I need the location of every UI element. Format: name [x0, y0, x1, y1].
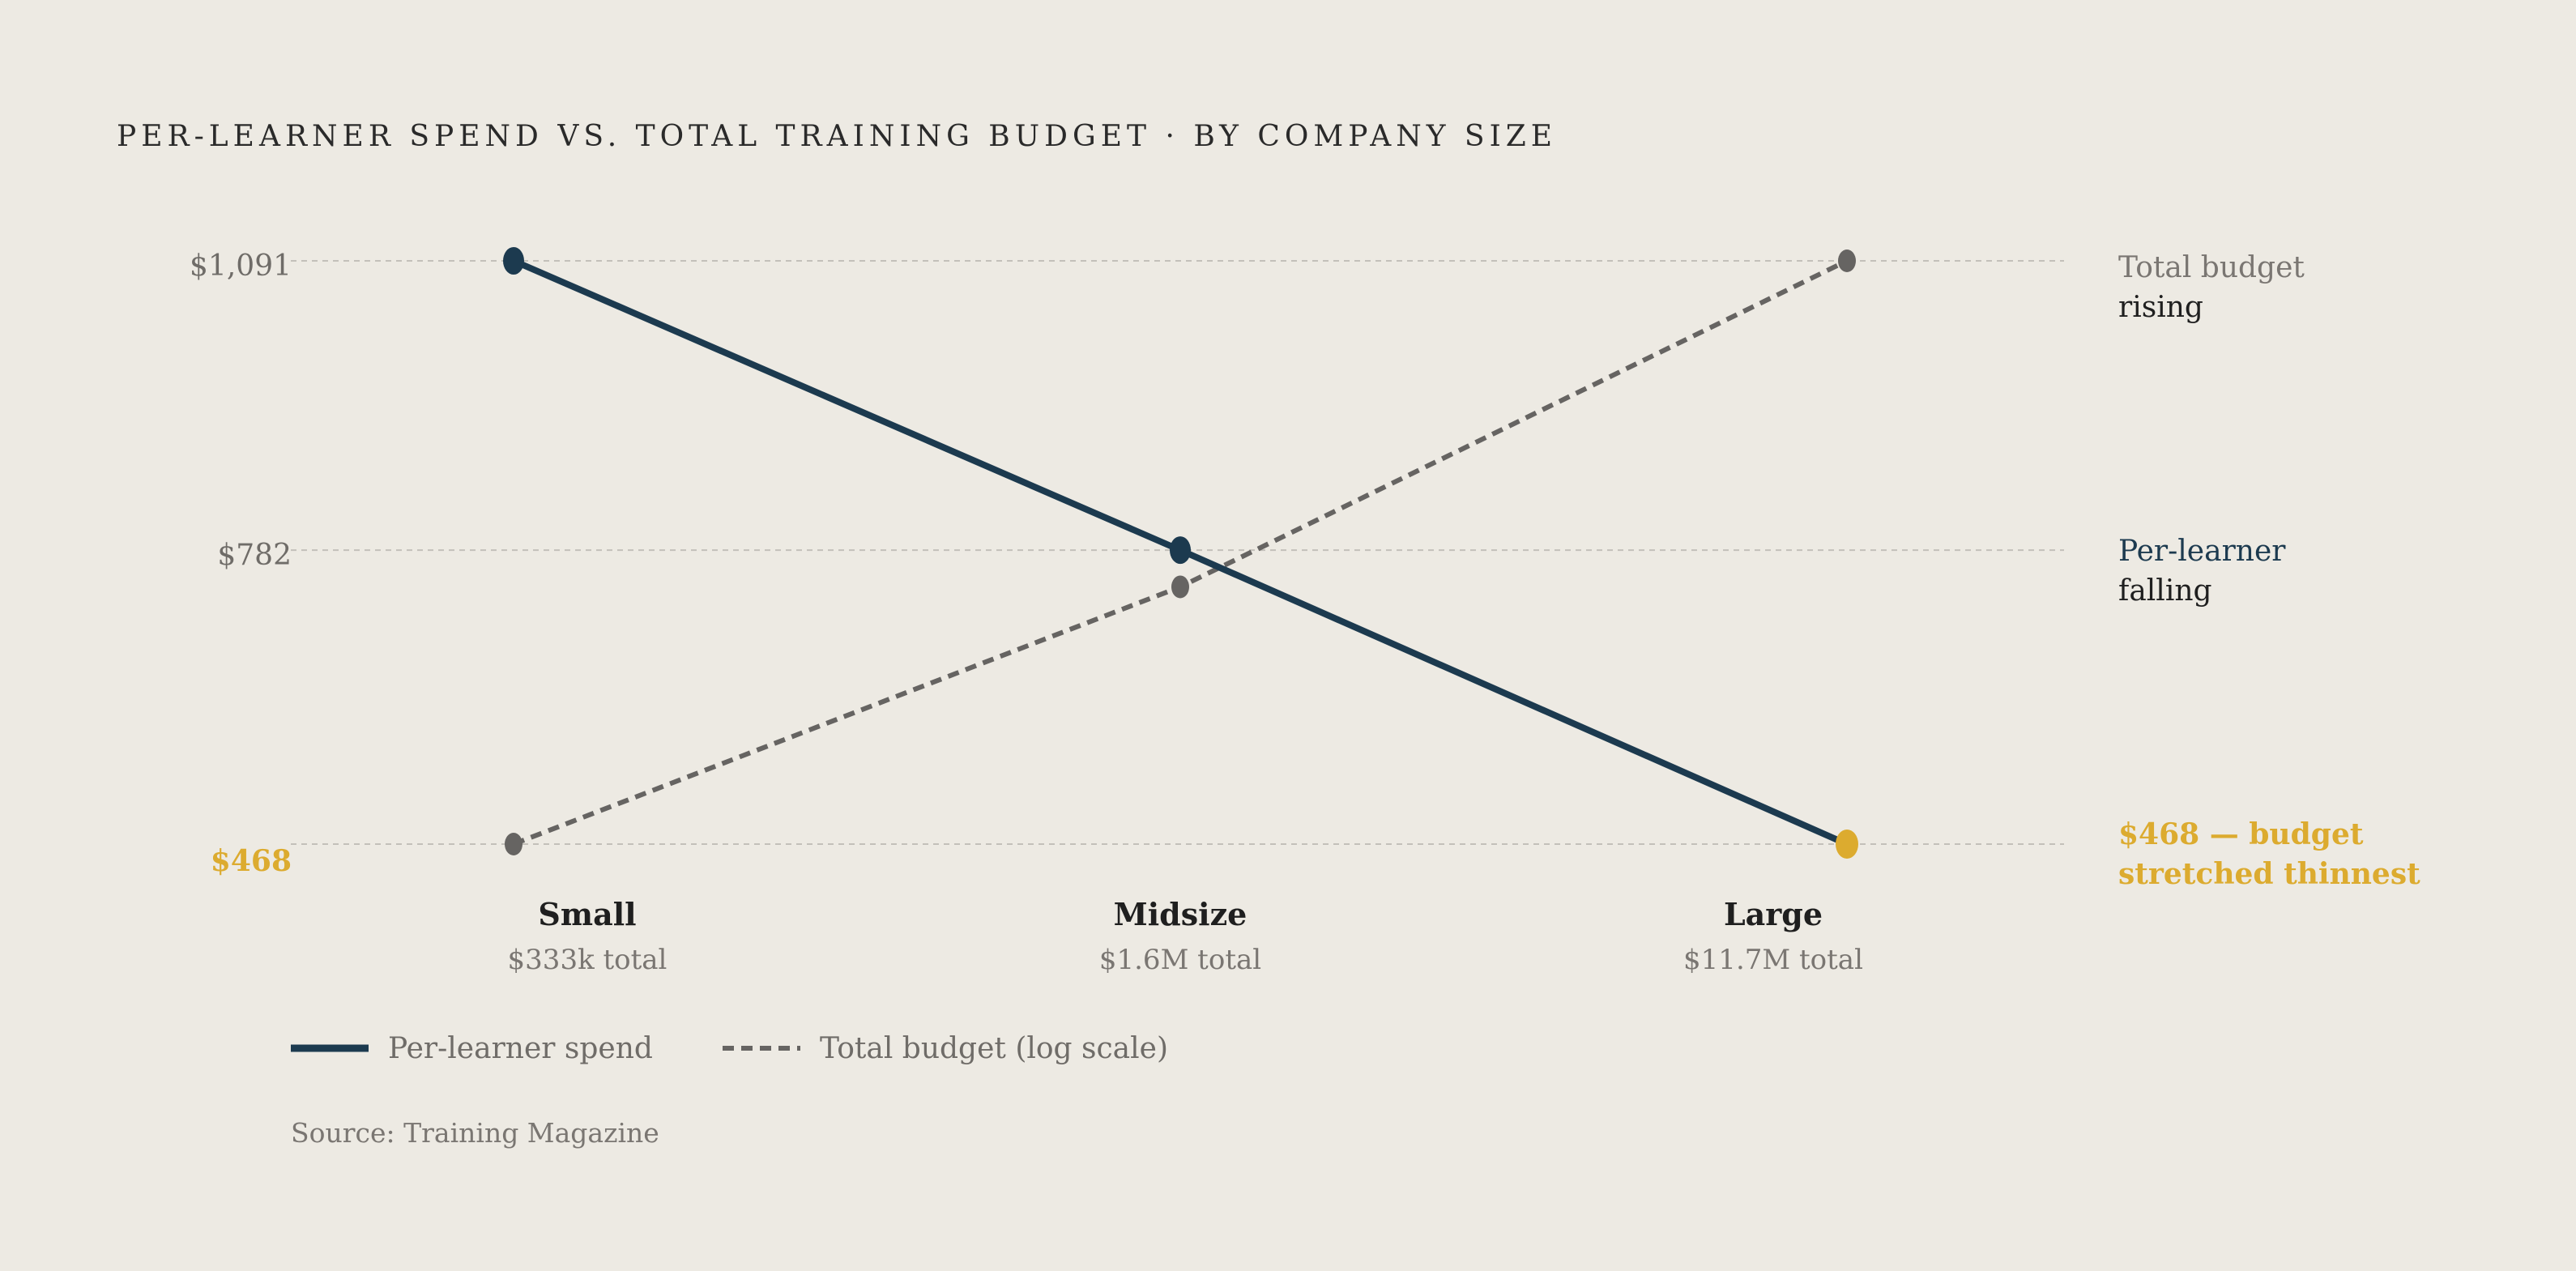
y-tick-label: $468 [211, 844, 292, 878]
annotation-highlight-line1: $468 — budget [2118, 817, 2364, 851]
category-subtitle: $1.6M total [1099, 944, 1261, 976]
total-budget-point [1838, 250, 1856, 272]
category-label: Midsize [1114, 896, 1247, 932]
y-tick-label: $1,091 [190, 250, 292, 283]
total-budget-point [1171, 575, 1189, 599]
annotations: Total budget rising Per-learner falling $468… [2118, 251, 2420, 891]
annotation-total-line2: rising [2118, 291, 2203, 324]
category-subtitle: $11.7M total [1683, 944, 1863, 976]
annotation-perlearner-line2: falling [2118, 574, 2212, 608]
legend: Per-learner spend Total budget (log scale… [291, 1032, 1168, 1065]
annotation-total-line1: Total budget [2118, 251, 2305, 284]
x-axis-categories: Small $333k total Midsize $1.6M total Large $… [508, 896, 1863, 976]
category-label: Large [1724, 896, 1823, 932]
per-learner-point [1170, 536, 1191, 565]
category-label: Small [538, 896, 636, 932]
source-note: Source: Training Magazine [291, 1117, 659, 1149]
y-tick-label: $782 [217, 539, 292, 572]
per-learner-point [503, 247, 524, 275]
annotation-perlearner-line1: Per-learner [2118, 535, 2286, 568]
chart-title: PER-LEARNER SPEND VS. TOTAL TRAINING BUD… [117, 120, 1557, 153]
annotation-highlight-line2: stretched thinnest [2118, 857, 2420, 891]
per-learner-point-highlight [1836, 830, 1858, 859]
y-axis-ticks: $1,091 $782 $468 [190, 250, 292, 878]
series-points [503, 247, 1858, 859]
total-budget-point [505, 833, 522, 855]
legend-label-per-learner: Per-learner spend [388, 1032, 653, 1065]
category-subtitle: $333k total [508, 944, 667, 976]
legend-label-total-budget: Total budget (log scale) [820, 1032, 1168, 1065]
